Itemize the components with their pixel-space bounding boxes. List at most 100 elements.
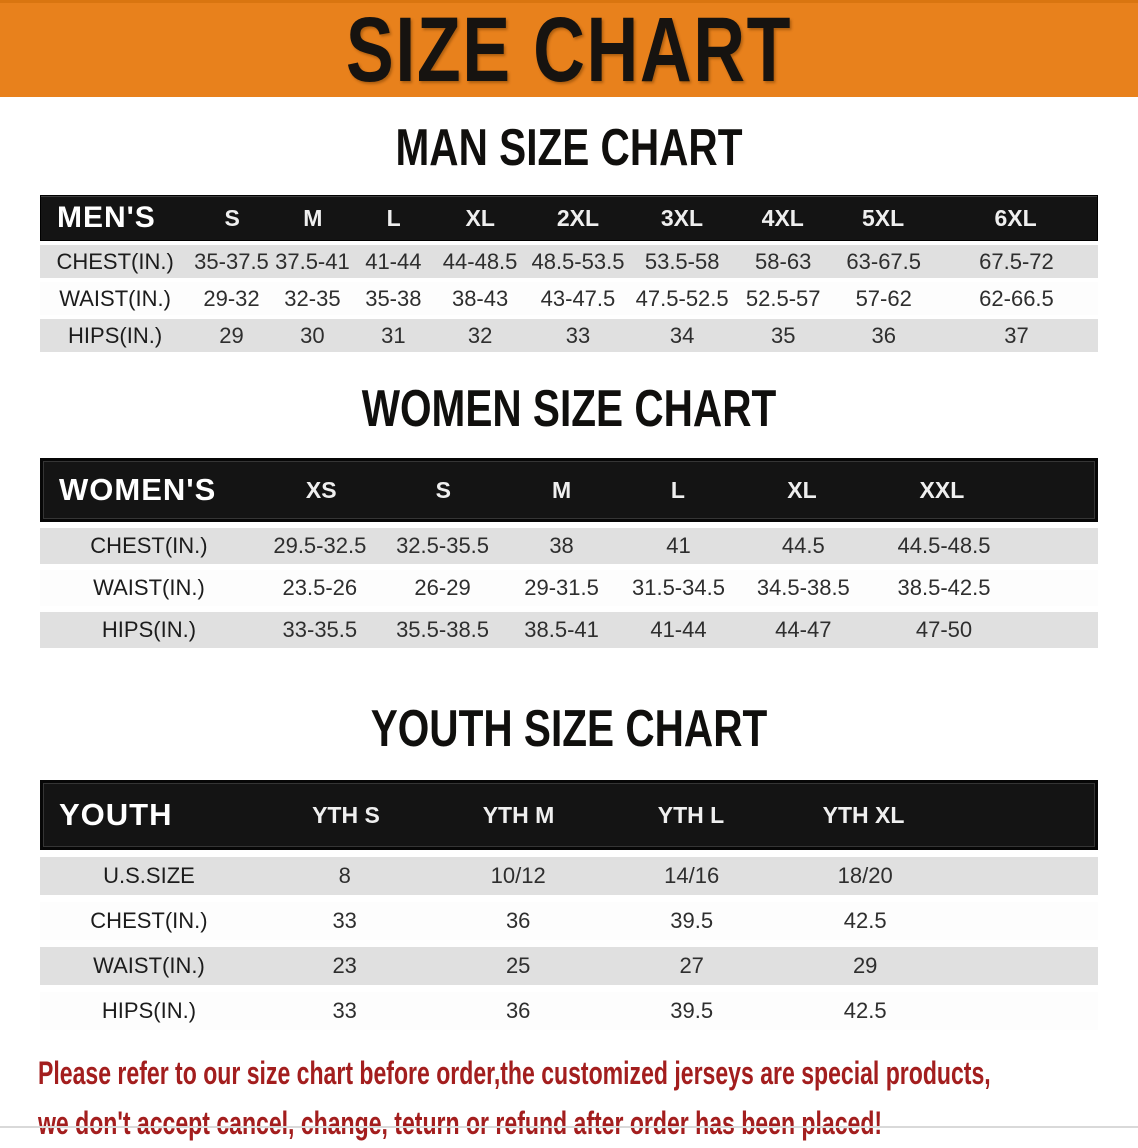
size-column-header: 4XL [761, 204, 804, 231]
row-spacer [952, 857, 1098, 895]
size-chart-banner: SIZE CHART [0, 0, 1138, 97]
size-column-header: M [303, 204, 323, 231]
table-cell: 38-43 [451, 285, 509, 311]
row-label: CHEST(IN.) [56, 248, 174, 274]
disclaimer-line-1: Please refer to our size chart before or… [38, 1055, 991, 1091]
table-cell: 44.5 [781, 533, 825, 558]
table-cell: 34.5-38.5 [756, 575, 850, 600]
table-row: CHEST(IN.) 29.5-32.5 32.5-35.5 38 41 44.5 44.5… [40, 528, 1098, 564]
youth-size-table: YOUTH YTH S YTH M YTH L YTH XL U.S.SIZE 8 10/12… [40, 780, 1098, 1030]
table-row: CHEST(IN.) 33 36 39.5 42.5 [40, 902, 1098, 940]
size-column-header: XXL [919, 476, 965, 503]
size-column-header: XL [787, 476, 817, 503]
table-cell: 43-47.5 [540, 285, 616, 311]
table-cell: 8 [338, 863, 351, 888]
table-cell: 41 [666, 533, 691, 558]
men-header-label: MEN'S [57, 201, 156, 234]
table-cell: 29-32 [203, 285, 260, 311]
women-size-table: WOMEN'S XS S M L XL XXL CHEST(IN.) 29.5-32.5 32.5… [40, 458, 1098, 648]
table-cell: 27 [679, 953, 704, 978]
row-spacer [952, 992, 1098, 1030]
table-cell: 35-38 [365, 285, 422, 311]
size-column-header: S [224, 204, 240, 231]
table-cell: 18/20 [837, 863, 893, 888]
table-cell: 62-66.5 [979, 285, 1054, 311]
row-spacer [1019, 612, 1098, 648]
row-spacer [1019, 528, 1098, 564]
table-cell: 47.5-52.5 [635, 285, 729, 311]
disclaimer-line-2: we don't accept cancel, change, teturn o… [38, 1105, 883, 1141]
table-cell: 39.5 [670, 998, 714, 1023]
size-column-header: YTH M [482, 801, 555, 828]
table-row: HIPS(IN.) 33-35.5 35.5-38.5 38.5-41 41-44 44-… [40, 612, 1098, 648]
women-table-header: WOMEN'S XS S M L XL XXL [40, 458, 1098, 522]
size-column-header: 6XL [994, 204, 1037, 231]
table-row: WAIST(IN.) 29-32 32-35 35-38 38-43 43-47.5 47.… [40, 282, 1098, 315]
table-cell: 29 [852, 953, 878, 978]
youth-table-header: YOUTH YTH S YTH M YTH L YTH XL [40, 780, 1098, 850]
size-column-header: XL [465, 204, 495, 231]
table-cell: 33 [565, 322, 591, 348]
table-cell: 29.5-32.5 [273, 533, 367, 558]
table-cell: 41-44 [650, 617, 707, 642]
table-cell: 14/16 [664, 863, 720, 888]
banner-title: SIZE CHART [345, 0, 793, 101]
table-cell: 52.5-57 [745, 285, 821, 311]
size-column-header: 3XL [660, 204, 704, 231]
size-column-header: S [435, 476, 451, 503]
table-cell: 57-62 [855, 285, 912, 311]
table-row: U.S.SIZE 8 10/12 14/16 18/20 [40, 857, 1098, 895]
table-cell: 35 [770, 322, 796, 348]
youth-header-label: YOUTH [59, 797, 173, 832]
table-cell: 38 [549, 533, 574, 558]
table-cell: 42.5 [843, 908, 887, 933]
table-row: WAIST(IN.) 23 25 27 29 [40, 947, 1098, 985]
table-cell: 38.5-42.5 [897, 575, 991, 600]
table-cell: 44-47 [775, 617, 832, 642]
size-column-header: 5XL [861, 204, 905, 231]
row-label: HIPS(IN.) [101, 998, 197, 1023]
row-label: HIPS(IN.) [68, 322, 163, 348]
table-cell: 44-48.5 [442, 248, 518, 274]
table-cell: 33-35.5 [282, 617, 358, 642]
table-cell: 38.5-41 [524, 617, 599, 642]
row-label: WAIST(IN.) [59, 285, 171, 311]
table-cell: 47-50 [915, 617, 973, 642]
row-label: WAIST(IN.) [93, 953, 205, 978]
table-cell: 23.5-26 [282, 575, 358, 600]
table-cell: 36 [505, 908, 531, 933]
row-label: HIPS(IN.) [101, 617, 197, 642]
table-cell: 25 [505, 953, 531, 978]
table-cell: 10/12 [490, 863, 546, 888]
row-label: CHEST(IN.) [90, 533, 208, 558]
table-cell: 32-35 [284, 285, 341, 311]
header-spacer [1016, 461, 1095, 519]
table-cell: 67.5-72 [979, 248, 1054, 274]
row-spacer [952, 947, 1098, 985]
table-cell: 35-37.5 [194, 248, 269, 274]
table-row: HIPS(IN.) 29 30 31 32 33 34 35 36 37 [40, 319, 1098, 352]
row-spacer [1019, 570, 1098, 606]
table-cell: 44.5-48.5 [897, 533, 991, 558]
table-cell: 23 [332, 953, 357, 978]
table-cell: 37.5-41 [275, 248, 350, 274]
size-column-header: 2XL [556, 204, 600, 231]
size-column-header: L [386, 204, 401, 231]
table-cell: 30 [300, 322, 325, 348]
women-header-label: WOMEN'S [59, 472, 217, 507]
size-column-header: M [552, 476, 572, 503]
table-cell: 48.5-53.5 [531, 248, 625, 274]
table-cell: 33 [332, 908, 357, 933]
table-cell: 29-31.5 [524, 575, 599, 600]
size-column-header: YTH L [657, 801, 725, 828]
table-row: HIPS(IN.) 33 36 39.5 42.5 [40, 992, 1098, 1030]
table-cell: 33 [332, 998, 357, 1023]
size-column-header: XS [305, 476, 337, 503]
youth-section-heading: YOUTH SIZE CHART [370, 700, 768, 758]
table-cell: 36 [871, 322, 896, 348]
table-cell: 32.5-35.5 [396, 533, 490, 558]
table-cell: 53.5-58 [644, 248, 720, 274]
table-cell: 32 [467, 322, 493, 348]
table-cell: 58-63 [755, 248, 812, 274]
table-cell: 31 [381, 322, 406, 348]
